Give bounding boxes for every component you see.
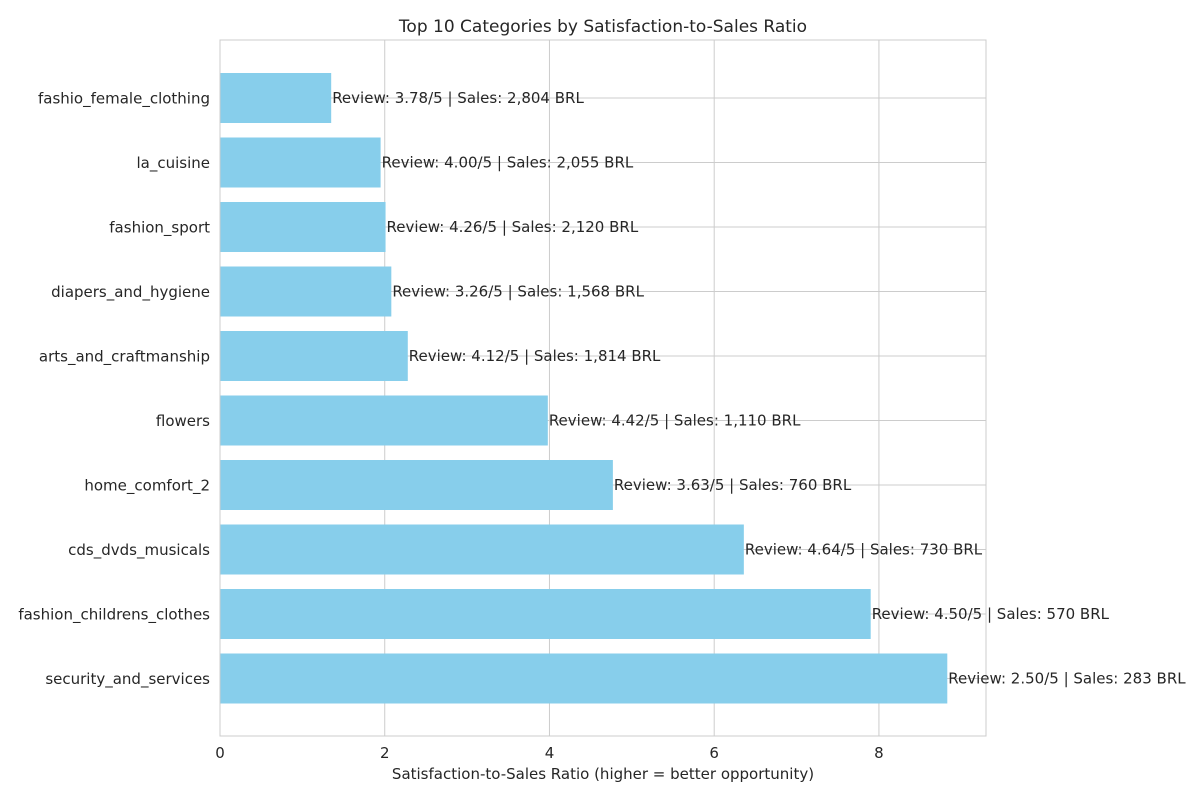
category-label: fashion_childrens_clothes bbox=[18, 606, 210, 625]
bar bbox=[220, 460, 613, 510]
bar bbox=[220, 73, 332, 123]
category-label: la_cuisine bbox=[137, 154, 211, 173]
category-label: arts_and_craftmanship bbox=[39, 348, 210, 367]
bar bbox=[220, 202, 386, 252]
bar-data-label: Review: 3.26/5 | Sales: 1,568 BRL bbox=[392, 283, 644, 301]
bar-data-label: Review: 4.26/5 | Sales: 2,120 BRL bbox=[387, 218, 639, 236]
x-tick-label: 8 bbox=[874, 744, 884, 762]
bar-data-label: Review: 4.50/5 | Sales: 570 BRL bbox=[872, 605, 1110, 623]
bar bbox=[220, 653, 948, 704]
bar-data-label: Review: 4.00/5 | Sales: 2,055 BRL bbox=[382, 154, 634, 172]
bar bbox=[220, 589, 871, 639]
bar bbox=[220, 266, 392, 317]
category-label: cds_dvds_musicals bbox=[68, 541, 210, 560]
bar bbox=[220, 137, 381, 188]
bars bbox=[220, 73, 948, 704]
category-label: security_and_services bbox=[45, 670, 210, 689]
bar bbox=[220, 395, 548, 446]
bar-data-label: Review: 4.12/5 | Sales: 1,814 BRL bbox=[409, 347, 661, 365]
plot-frame bbox=[219, 39, 987, 737]
x-tick-label: 4 bbox=[545, 744, 555, 762]
x-tick-label: 6 bbox=[709, 744, 719, 762]
bar-data-label: Review: 4.42/5 | Sales: 1,110 BRL bbox=[549, 412, 801, 430]
bar bbox=[220, 331, 408, 381]
bar-data-label: Review: 3.63/5 | Sales: 760 BRL bbox=[614, 476, 852, 494]
x-tick-label: 2 bbox=[380, 744, 390, 762]
bar-data-label: Review: 3.78/5 | Sales: 2,804 BRL bbox=[332, 89, 584, 107]
category-label: diapers_and_hygiene bbox=[51, 283, 210, 302]
category-label: home_comfort_2 bbox=[84, 477, 210, 496]
bar-data-label: Review: 2.50/5 | Sales: 283 BRL bbox=[948, 670, 1186, 688]
x-tick-label: 0 bbox=[215, 744, 225, 762]
y-axis-labels: fashio_female_clothing la_cuisine fashion_… bbox=[18, 90, 210, 690]
x-axis-ticks: 0 2 4 6 8 bbox=[215, 744, 883, 762]
x-axis-title: Satisfaction-to-Sales Ratio (higher = be… bbox=[392, 765, 814, 783]
bar-data-labels: Review: 3.78/5 | Sales: 2,804 BRL Review:… bbox=[332, 89, 1186, 688]
category-label: flowers bbox=[156, 412, 210, 430]
bar bbox=[220, 524, 744, 575]
chart-title: Top 10 Categories by Satisfaction-to-Sal… bbox=[398, 17, 807, 37]
bar-data-label: Review: 4.64/5 | Sales: 730 BRL bbox=[745, 541, 983, 559]
category-label: fashion_sport bbox=[109, 219, 210, 238]
category-label: fashio_female_clothing bbox=[38, 90, 210, 109]
